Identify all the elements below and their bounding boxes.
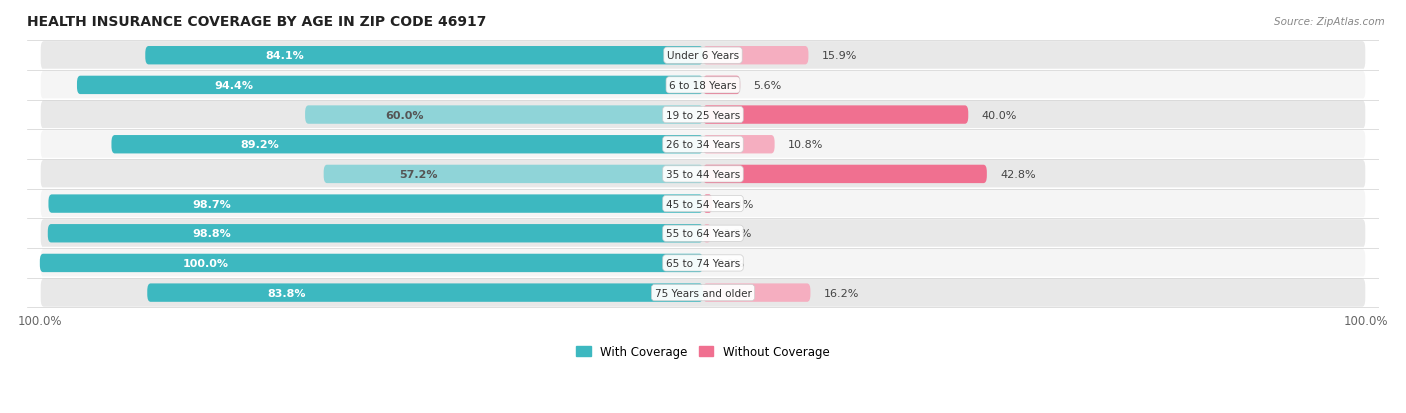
Text: 60.0%: 60.0% (385, 110, 423, 120)
Text: HEALTH INSURANCE COVERAGE BY AGE IN ZIP CODE 46917: HEALTH INSURANCE COVERAGE BY AGE IN ZIP … (27, 15, 486, 29)
FancyBboxPatch shape (145, 47, 703, 65)
FancyBboxPatch shape (111, 136, 703, 154)
Text: 84.1%: 84.1% (266, 51, 304, 61)
Text: 35 to 44 Years: 35 to 44 Years (666, 169, 740, 180)
Text: 65 to 74 Years: 65 to 74 Years (666, 258, 740, 268)
Text: 1.2%: 1.2% (724, 229, 752, 239)
Text: 98.8%: 98.8% (193, 229, 231, 239)
FancyBboxPatch shape (39, 159, 1367, 190)
Text: 1.4%: 1.4% (725, 199, 754, 209)
Text: 45 to 54 Years: 45 to 54 Years (666, 199, 740, 209)
Text: 94.4%: 94.4% (214, 81, 253, 91)
Text: 15.9%: 15.9% (821, 51, 858, 61)
FancyBboxPatch shape (305, 106, 703, 124)
Text: 98.7%: 98.7% (193, 199, 232, 209)
Text: Under 6 Years: Under 6 Years (666, 51, 740, 61)
Text: 83.8%: 83.8% (267, 288, 305, 298)
FancyBboxPatch shape (323, 165, 703, 184)
Text: 57.2%: 57.2% (399, 169, 437, 180)
FancyBboxPatch shape (39, 130, 1367, 160)
Text: 19 to 25 Years: 19 to 25 Years (666, 110, 740, 120)
FancyBboxPatch shape (39, 189, 1367, 219)
FancyBboxPatch shape (39, 41, 1367, 71)
Text: Source: ZipAtlas.com: Source: ZipAtlas.com (1274, 17, 1385, 26)
FancyBboxPatch shape (703, 195, 713, 213)
FancyBboxPatch shape (48, 225, 703, 243)
Text: 5.6%: 5.6% (754, 81, 782, 91)
Legend: With Coverage, Without Coverage: With Coverage, Without Coverage (572, 340, 834, 363)
FancyBboxPatch shape (39, 71, 1367, 101)
FancyBboxPatch shape (703, 225, 711, 243)
FancyBboxPatch shape (703, 136, 775, 154)
Text: 55 to 64 Years: 55 to 64 Years (666, 229, 740, 239)
Text: 6 to 18 Years: 6 to 18 Years (669, 81, 737, 91)
FancyBboxPatch shape (703, 76, 740, 95)
FancyBboxPatch shape (703, 106, 969, 124)
FancyBboxPatch shape (39, 254, 703, 273)
Text: 0.0%: 0.0% (716, 258, 745, 268)
FancyBboxPatch shape (39, 248, 1367, 278)
FancyBboxPatch shape (39, 218, 1367, 249)
FancyBboxPatch shape (703, 47, 808, 65)
Text: 16.2%: 16.2% (824, 288, 859, 298)
FancyBboxPatch shape (148, 284, 703, 302)
FancyBboxPatch shape (77, 76, 703, 95)
FancyBboxPatch shape (48, 195, 703, 213)
Text: 40.0%: 40.0% (981, 110, 1017, 120)
FancyBboxPatch shape (39, 100, 1367, 131)
Text: 75 Years and older: 75 Years and older (655, 288, 751, 298)
Text: 100.0%: 100.0% (183, 258, 229, 268)
Text: 89.2%: 89.2% (240, 140, 278, 150)
FancyBboxPatch shape (703, 165, 987, 184)
FancyBboxPatch shape (39, 278, 1367, 308)
Text: 10.8%: 10.8% (787, 140, 824, 150)
Text: 42.8%: 42.8% (1000, 169, 1036, 180)
Text: 26 to 34 Years: 26 to 34 Years (666, 140, 740, 150)
FancyBboxPatch shape (703, 284, 810, 302)
